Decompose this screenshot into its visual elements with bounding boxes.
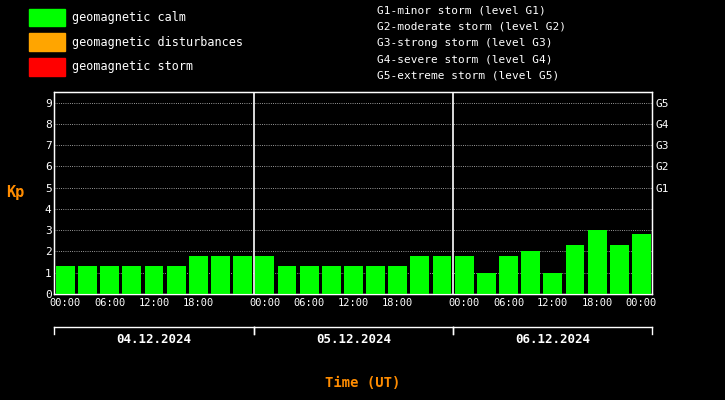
Bar bbox=[278, 266, 297, 294]
Text: 06:00: 06:00 bbox=[294, 298, 325, 308]
Bar bbox=[145, 266, 163, 294]
Text: 12:00: 12:00 bbox=[338, 298, 369, 308]
Text: 04.12.2024: 04.12.2024 bbox=[117, 333, 191, 346]
Text: 12:00: 12:00 bbox=[138, 298, 170, 308]
Text: 00:00: 00:00 bbox=[249, 298, 281, 308]
Bar bbox=[255, 256, 274, 294]
Text: G1-minor storm (level G1): G1-minor storm (level G1) bbox=[377, 6, 546, 16]
Text: G5-extreme storm (level G5): G5-extreme storm (level G5) bbox=[377, 71, 559, 81]
Bar bbox=[566, 245, 584, 294]
Bar bbox=[477, 273, 496, 294]
Bar bbox=[123, 266, 141, 294]
Bar bbox=[233, 256, 252, 294]
Bar bbox=[100, 266, 119, 294]
Text: 12:00: 12:00 bbox=[537, 298, 568, 308]
Bar bbox=[322, 266, 341, 294]
Text: geomagnetic disturbances: geomagnetic disturbances bbox=[72, 36, 244, 49]
Bar bbox=[78, 266, 97, 294]
Bar bbox=[455, 256, 473, 294]
Bar bbox=[189, 256, 208, 294]
Text: geomagnetic calm: geomagnetic calm bbox=[72, 11, 186, 24]
Bar bbox=[632, 234, 651, 294]
Text: G2-moderate storm (level G2): G2-moderate storm (level G2) bbox=[377, 22, 566, 32]
Bar bbox=[544, 273, 562, 294]
Bar bbox=[610, 245, 629, 294]
Bar bbox=[56, 266, 75, 294]
Text: G3-strong storm (level G3): G3-strong storm (level G3) bbox=[377, 38, 552, 48]
Text: 00:00: 00:00 bbox=[449, 298, 480, 308]
Text: 18:00: 18:00 bbox=[581, 298, 613, 308]
Bar bbox=[410, 256, 429, 294]
Bar bbox=[211, 256, 230, 294]
FancyBboxPatch shape bbox=[29, 34, 65, 51]
Bar bbox=[499, 256, 518, 294]
Text: geomagnetic storm: geomagnetic storm bbox=[72, 60, 194, 73]
Bar bbox=[344, 266, 362, 294]
Text: 06:00: 06:00 bbox=[493, 298, 524, 308]
Bar bbox=[167, 266, 186, 294]
Text: 00:00: 00:00 bbox=[626, 298, 657, 308]
Text: 06.12.2024: 06.12.2024 bbox=[515, 333, 590, 346]
Text: G4-severe storm (level G4): G4-severe storm (level G4) bbox=[377, 54, 552, 64]
Text: 06:00: 06:00 bbox=[94, 298, 125, 308]
FancyBboxPatch shape bbox=[29, 58, 65, 76]
Bar bbox=[588, 230, 607, 294]
Text: 18:00: 18:00 bbox=[183, 298, 214, 308]
Bar bbox=[299, 266, 318, 294]
Text: 18:00: 18:00 bbox=[382, 298, 413, 308]
Text: 00:00: 00:00 bbox=[50, 298, 81, 308]
Bar bbox=[366, 266, 385, 294]
Text: Kp: Kp bbox=[7, 186, 25, 200]
Bar bbox=[389, 266, 407, 294]
Bar bbox=[521, 252, 540, 294]
Text: 05.12.2024: 05.12.2024 bbox=[316, 333, 391, 346]
Bar bbox=[433, 256, 452, 294]
FancyBboxPatch shape bbox=[29, 9, 65, 26]
Text: Time (UT): Time (UT) bbox=[325, 376, 400, 390]
